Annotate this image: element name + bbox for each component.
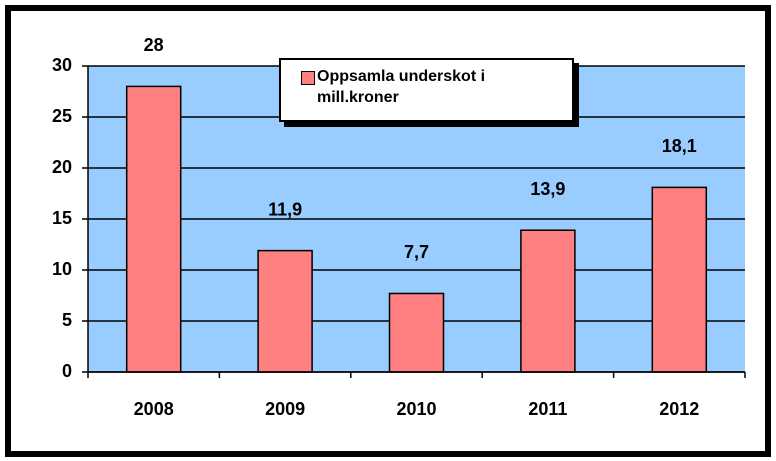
y-tick-label: 10 [52, 259, 72, 279]
bar [388, 292, 445, 373]
value-label: 7,7 [404, 242, 429, 262]
legend: Oppsamla underskot i mill.kroner [279, 58, 574, 122]
bar [257, 249, 313, 373]
bar [651, 186, 708, 373]
bar [125, 85, 182, 373]
bar [520, 229, 576, 373]
x-tick-label: 2009 [265, 399, 305, 419]
x-tick-label: 2010 [396, 399, 436, 419]
x-tick-label: 2012 [659, 399, 699, 419]
x-tick-label: 2008 [134, 399, 174, 419]
y-tick-label: 5 [62, 310, 72, 330]
value-label: 28 [144, 35, 164, 55]
value-label: 11,9 [268, 199, 302, 219]
y-tick-label: 20 [52, 157, 72, 177]
y-tick-label: 25 [52, 106, 72, 126]
x-tick-label: 2011 [528, 399, 567, 419]
legend-label: Oppsamla underskot i mill.kroner [317, 68, 486, 106]
value-label: 13,9 [530, 179, 565, 199]
legend-swatch [301, 71, 315, 85]
y-tick-label: 30 [52, 55, 72, 75]
value-label: 18,1 [662, 136, 697, 156]
y-tick-label: 0 [62, 361, 72, 381]
y-tick-label: 15 [52, 208, 72, 228]
